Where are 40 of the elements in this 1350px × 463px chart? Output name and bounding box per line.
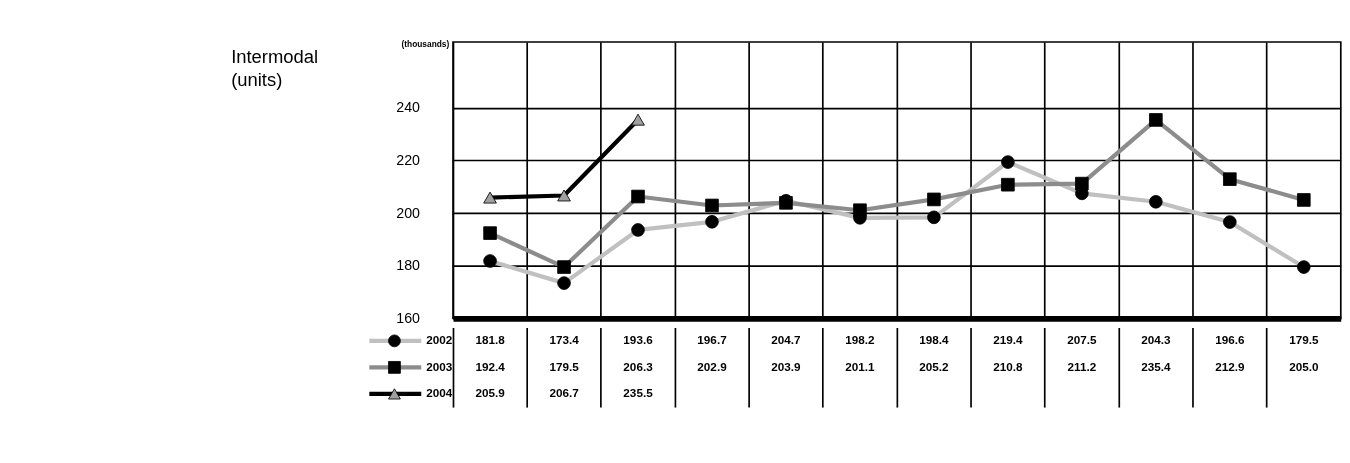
- data-label: 205.0: [1289, 359, 1319, 373]
- data-label: 192.4: [475, 359, 506, 373]
- data-label: 206.3: [623, 359, 654, 373]
- legend-label: 2003: [426, 359, 453, 373]
- data-label: 206.7: [549, 386, 579, 400]
- y-tick-label: 180: [396, 257, 421, 274]
- y-tick-label: 200: [396, 204, 421, 221]
- data-label: 181.8: [475, 333, 506, 347]
- data-label: 202.9: [697, 359, 728, 373]
- text: Intermodal (units): [231, 45, 319, 91]
- legend-label: 2004: [426, 386, 453, 400]
- data-label: 198.4: [919, 333, 950, 347]
- data-label: 198.2: [845, 333, 876, 347]
- data-label: 235.5: [623, 386, 654, 400]
- data-label: 193.6: [623, 333, 654, 347]
- point: [557, 189, 571, 202]
- data-label: 219.4: [993, 333, 1024, 347]
- y-tick-label: 220: [396, 152, 421, 169]
- data-label: 205.2: [919, 359, 950, 373]
- data-label: 201.1: [845, 359, 876, 373]
- data-label: 211.2: [1067, 359, 1097, 373]
- data-label: 196.7: [697, 333, 727, 347]
- data-label: 212.9: [1215, 359, 1245, 373]
- data-label: 203.9: [771, 359, 802, 373]
- data-label: 196.6: [1215, 333, 1245, 347]
- data-label: 210.8: [993, 359, 1024, 373]
- point: [483, 191, 497, 204]
- y-tick-label: 240: [396, 99, 421, 116]
- legend-label: 2002: [426, 333, 453, 347]
- data-label: 205.9: [475, 386, 506, 400]
- data-label: 204.3: [1141, 333, 1171, 347]
- data-label: 179.5: [1289, 333, 1319, 347]
- data-label: 207.5: [1067, 333, 1098, 347]
- data-label: 204.7: [771, 333, 801, 347]
- point: [631, 113, 645, 126]
- y-tick-label: 160: [396, 310, 421, 326]
- data-label: 235.4: [1141, 359, 1171, 373]
- data-label: 173.4: [549, 333, 580, 347]
- data-label: 179.5: [549, 359, 580, 373]
- y-axis-title: (thousands): [401, 39, 450, 50]
